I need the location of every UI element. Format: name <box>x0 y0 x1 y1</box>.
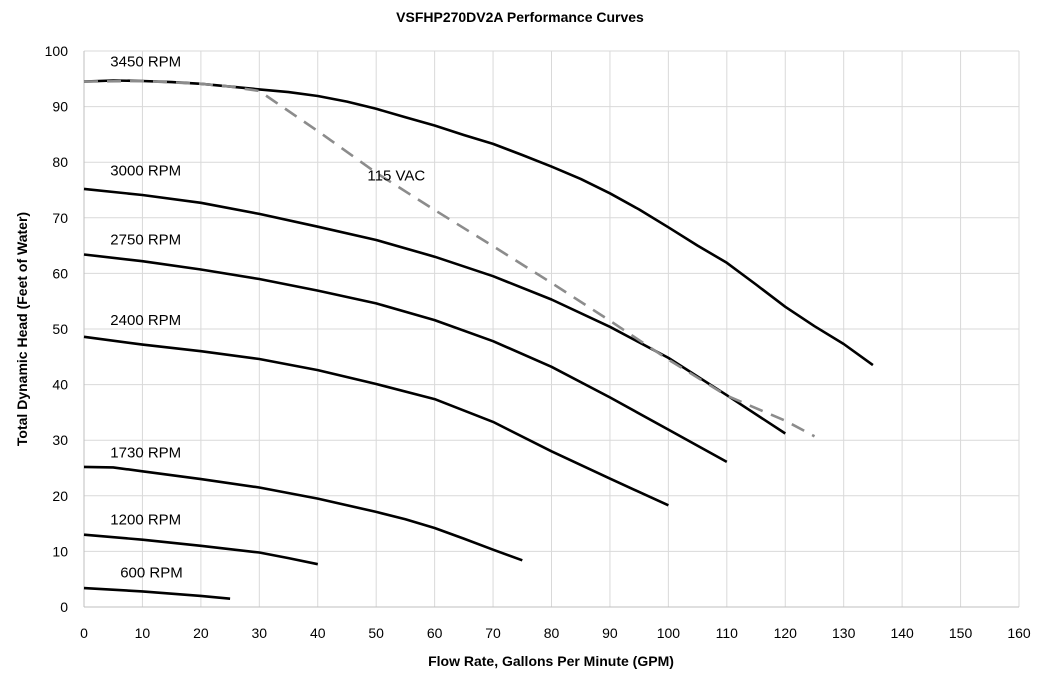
series-labels: 3450 RPM 3000 RPM 2750 RPM 2400 RPM 1730 RPM… <box>110 54 425 582</box>
y-tick-label: 50 <box>52 321 68 337</box>
label-2750-rpm: 2750 RPM <box>110 231 181 248</box>
x-tick-label: 70 <box>485 625 501 641</box>
x-axis-label: Flow Rate, Gallons Per Minute (GPM) <box>428 653 674 669</box>
chart-title: VSFHP270DV2A Performance Curves <box>396 9 644 25</box>
x-tick-label: 40 <box>310 625 326 641</box>
series-1730-rpm-line <box>83 465 523 562</box>
x-tick-label: 20 <box>193 625 209 641</box>
x-tick-label: 120 <box>774 625 798 641</box>
x-tick-label: 50 <box>368 625 384 641</box>
series-lines <box>83 79 874 600</box>
y-axis-label: Total Dynamic Head (Feet of Water) <box>14 212 30 446</box>
series-600-rpm-line <box>83 586 231 600</box>
series-3000-rpm-line <box>83 187 787 435</box>
label-2400-rpm: 2400 RPM <box>110 312 181 329</box>
x-tick-label: 90 <box>602 625 618 641</box>
label-1200-rpm: 1200 RPM <box>110 512 181 529</box>
label-3000-rpm: 3000 RPM <box>110 163 181 180</box>
x-tick-label: 100 <box>657 625 681 641</box>
label-1730-rpm: 1730 RPM <box>110 444 181 461</box>
y-tick-label: 80 <box>52 154 68 170</box>
series-2750-rpm-line <box>83 253 728 464</box>
label-3450-rpm: 3450 RPM <box>110 54 181 71</box>
y-tick-label: 10 <box>52 543 68 559</box>
y-tick-label: 40 <box>52 377 68 393</box>
label-115-vac: 115 VAC <box>367 168 425 185</box>
y-tick-label: 60 <box>52 265 68 281</box>
x-tick-label: 30 <box>252 625 268 641</box>
y-tick-label: 30 <box>52 432 68 448</box>
series-2400-rpm-line <box>83 335 669 507</box>
y-tick-label: 20 <box>52 488 68 504</box>
series-1200-rpm-line <box>83 533 319 566</box>
x-tick-label: 10 <box>135 625 151 641</box>
series-115-vac-line <box>83 79 816 438</box>
x-tick-label: 0 <box>80 625 88 641</box>
series-3450-rpm-line <box>83 79 874 367</box>
grid <box>84 50 1020 607</box>
x-tick-label: 140 <box>890 625 914 641</box>
x-tick-label: 160 <box>1007 625 1031 641</box>
y-tick-label: 0 <box>60 599 68 615</box>
x-tick-label: 80 <box>544 625 560 641</box>
y-tick-label: 70 <box>52 210 68 226</box>
x-tick-label: 110 <box>716 625 739 641</box>
x-tick-label: 130 <box>832 625 856 641</box>
x-tick-label: 150 <box>949 625 973 641</box>
y-tick-label: 90 <box>52 99 68 115</box>
y-tick-label: 100 <box>45 43 69 59</box>
axes: 0 10 20 30 40 50 60 70 80 90 100 110 120 130 140 150 160… <box>45 43 1031 641</box>
x-tick-label: 60 <box>427 625 443 641</box>
label-600-rpm: 600 RPM <box>120 565 183 582</box>
